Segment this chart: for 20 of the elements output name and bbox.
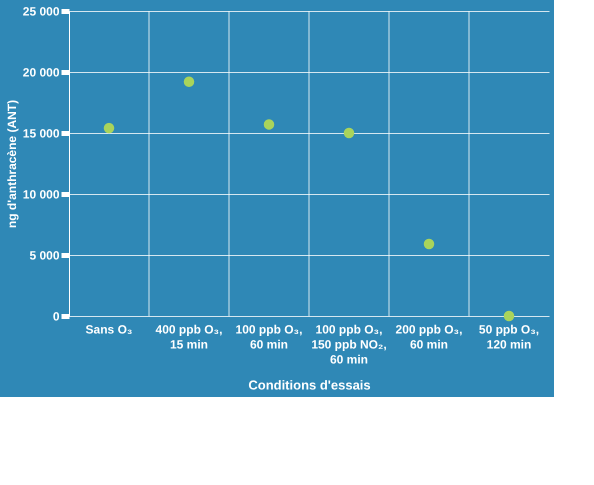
point [184, 76, 194, 87]
point [344, 128, 354, 138]
y-axis-title: ng d'anthracène (ANT) [4, 100, 19, 228]
point [504, 310, 514, 322]
y-tick-label: 15 000 [22, 126, 60, 140]
x-tick-label: 50 ppb O₃, 120 min [478, 322, 540, 352]
point [264, 119, 274, 130]
x-tick-label: 400 ppb O₃, 15 min [156, 322, 222, 352]
y-tick-label: 20 000 [22, 66, 60, 80]
x-tick-label: 100 ppb O₃, 150 ppb NO₂, 60 min [311, 322, 387, 366]
point [104, 122, 114, 134]
y-tick-label: 10 000 [22, 188, 60, 202]
x-axis-title: Conditions d'essais [248, 378, 371, 392]
x-tick-label: Sans O₃ [86, 322, 132, 336]
y-tick-label: 5 000 [29, 248, 60, 262]
y-tick-label: 25 000 [22, 4, 60, 18]
x-tick-label: 200 ppb O₃, 60 min [396, 322, 462, 352]
x-tick-label: 100 ppb O₃, 60 min [236, 322, 302, 352]
y-tick-label: 0 [52, 310, 60, 324]
point [424, 238, 434, 250]
